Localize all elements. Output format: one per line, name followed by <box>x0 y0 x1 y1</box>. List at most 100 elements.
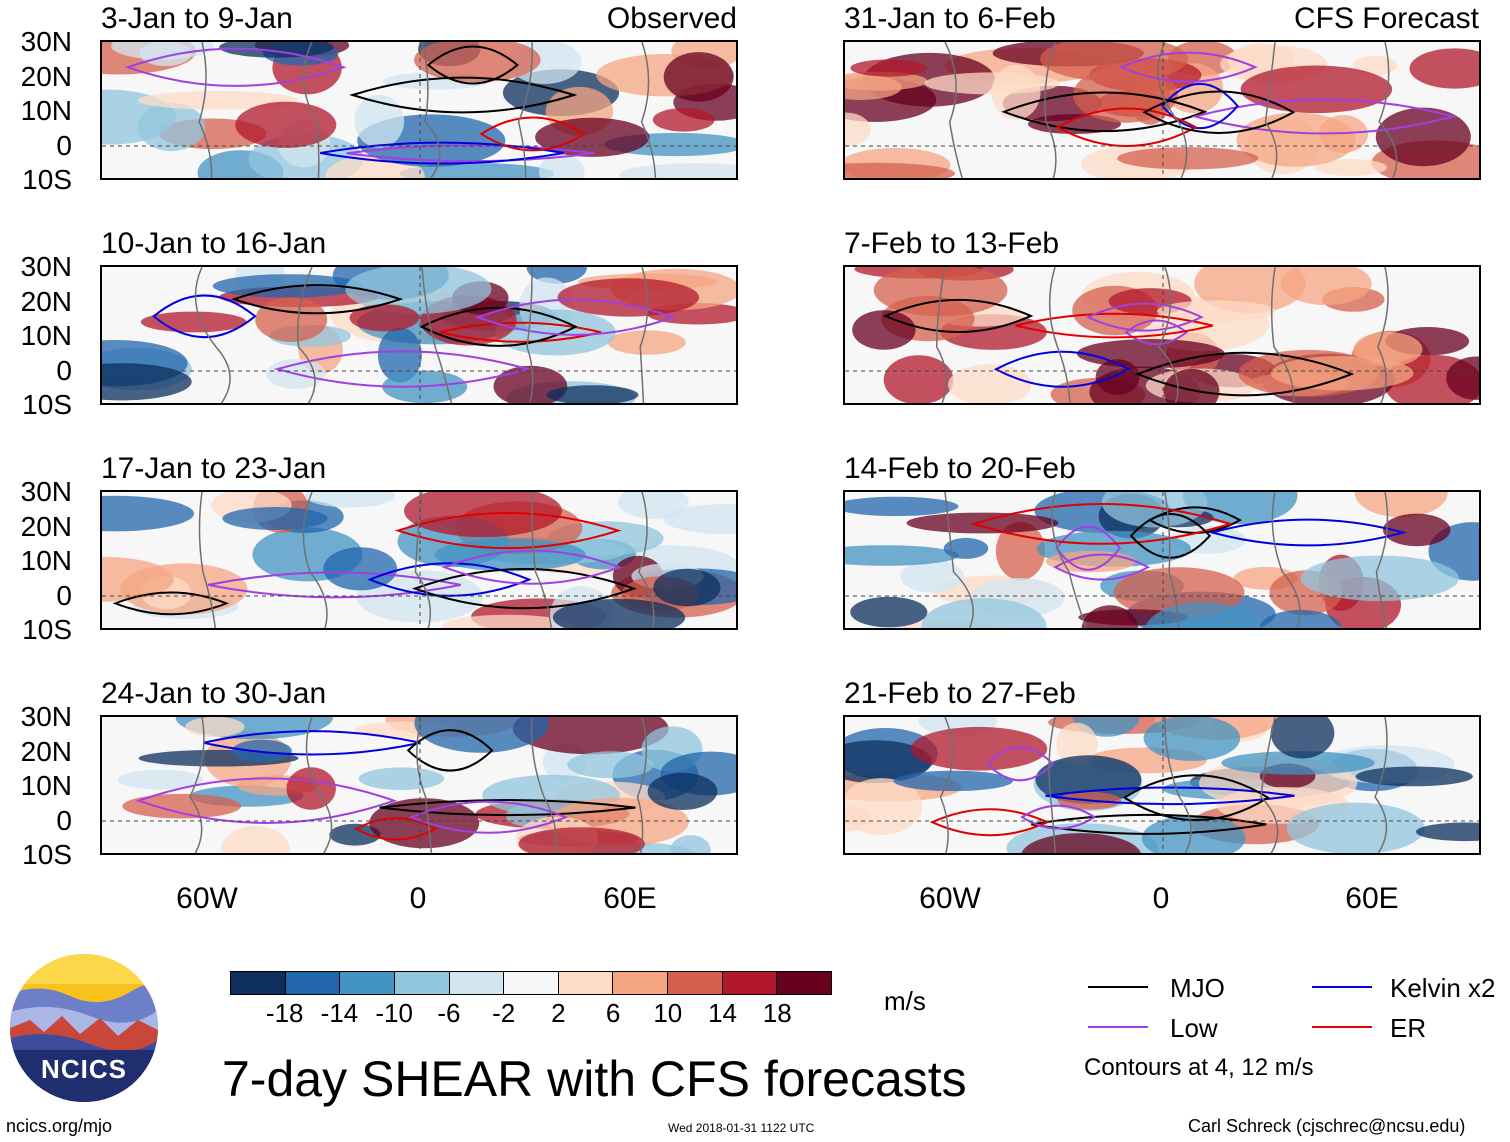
coastline <box>305 717 333 853</box>
colorbar-swatch <box>340 972 395 994</box>
contour-line <box>1053 553 1151 581</box>
lat-label: 30N <box>20 701 72 732</box>
shear-anomaly <box>219 42 334 58</box>
coastline <box>530 717 557 853</box>
legend-line-low <box>1088 1026 1148 1028</box>
contour-line <box>354 817 438 841</box>
coastline <box>1164 717 1192 853</box>
shear-anomaly <box>1409 48 1479 89</box>
colorbar <box>230 971 832 995</box>
lat-label: 10N <box>20 320 72 351</box>
coastline <box>421 42 441 178</box>
shear-anomaly <box>399 163 555 178</box>
coastline <box>1158 267 1179 403</box>
colorbar-tick-label: -2 <box>492 998 516 1028</box>
contour-line <box>112 591 230 616</box>
lat-label: 0 <box>56 804 72 836</box>
shear-field <box>845 42 1479 178</box>
shear-anomaly <box>1028 114 1121 134</box>
coastline <box>944 492 974 628</box>
panel-title: 24-Jan to 30-Jan <box>101 677 327 710</box>
shear-anomaly <box>1270 717 1335 759</box>
coastline <box>1271 492 1301 628</box>
colorbar-tick-label: -18 <box>265 998 304 1028</box>
shear-anomaly <box>995 521 1046 581</box>
lat-label: 10S <box>22 164 72 195</box>
contour-line <box>379 799 636 817</box>
shear-anomaly <box>512 717 669 755</box>
colorbar-swatch <box>504 972 559 994</box>
lat-label: 10N <box>20 545 72 576</box>
shear-anomaly <box>1101 492 1208 528</box>
shear-anomaly <box>546 385 639 403</box>
lon-label-60e-right: 60E <box>1345 882 1399 915</box>
coastline <box>526 267 534 403</box>
coastline <box>1044 42 1057 178</box>
shear-anomaly <box>122 793 241 819</box>
legend-line-er <box>1312 1026 1372 1028</box>
shear-field <box>102 42 736 178</box>
shear-anomaly <box>850 59 927 77</box>
shear-map <box>100 40 738 180</box>
contour-line <box>426 45 519 85</box>
shear-anomaly <box>883 355 954 403</box>
shear-map <box>100 715 738 855</box>
coastline <box>198 42 213 178</box>
shear-anomaly <box>845 162 956 178</box>
shear-anomaly <box>377 327 422 383</box>
contour-line <box>411 567 637 610</box>
shear-anomaly <box>921 598 1047 628</box>
colorbar-tick-label: -6 <box>437 998 461 1028</box>
shear-anomaly <box>442 614 574 628</box>
shear-anomaly <box>1143 717 1241 761</box>
coastline <box>1048 267 1071 403</box>
shear-anomaly <box>1383 513 1451 547</box>
contour-line <box>394 511 622 550</box>
shear-field <box>845 717 1479 853</box>
contour-line <box>1015 312 1214 339</box>
shear-anomaly <box>535 117 650 157</box>
contour-line <box>406 729 494 772</box>
shear-anomaly <box>663 52 734 102</box>
colorbar-tick-label: 10 <box>653 998 683 1028</box>
shear-anomaly <box>557 278 700 317</box>
shear-anomaly <box>1145 602 1261 628</box>
shear-anomaly <box>1354 492 1448 518</box>
lon-label-60w-right: 60W <box>919 882 981 915</box>
shear-anomaly <box>221 825 290 853</box>
shear-anomaly <box>1352 55 1398 76</box>
shear-anomaly <box>1355 766 1473 787</box>
colorbar-tick-label: 6 <box>605 998 621 1028</box>
shear-anomaly <box>1117 147 1259 170</box>
contour-line <box>320 141 564 165</box>
shear-map <box>100 265 738 405</box>
coastline <box>531 492 552 628</box>
shear-field <box>102 267 736 403</box>
lat-label: 10S <box>22 839 72 870</box>
contour-line <box>439 321 602 343</box>
shear-map <box>843 715 1481 855</box>
coastline <box>421 267 453 403</box>
shear-anomaly <box>1286 802 1425 853</box>
ncics-logo: NCICS <box>10 954 158 1102</box>
colorbar-swatch <box>394 972 450 994</box>
coastline <box>517 42 534 178</box>
lat-label: 20N <box>20 510 72 542</box>
footer-author: Carl Schreck (cjschrec@ncsu.edu) <box>1188 1116 1466 1136</box>
coastline <box>1376 267 1389 403</box>
contour-line <box>1020 804 1097 830</box>
shear-anomaly <box>1300 555 1459 601</box>
colorbar-tick-label: -14 <box>320 998 359 1028</box>
shear-anomaly <box>345 267 492 314</box>
lat-label: 10S <box>22 389 72 420</box>
shear-anomaly <box>235 101 337 148</box>
shear-anomaly <box>1040 42 1188 82</box>
lon-label-60e-left: 60E <box>603 882 657 915</box>
coastline <box>194 267 231 403</box>
panel-title: 21-Feb to 27-Feb <box>844 677 1076 710</box>
coastline <box>414 492 432 628</box>
shear-anomaly <box>852 310 916 350</box>
contour-line <box>1055 525 1121 571</box>
shear-anomaly <box>102 556 174 602</box>
contour-line <box>929 808 1050 837</box>
